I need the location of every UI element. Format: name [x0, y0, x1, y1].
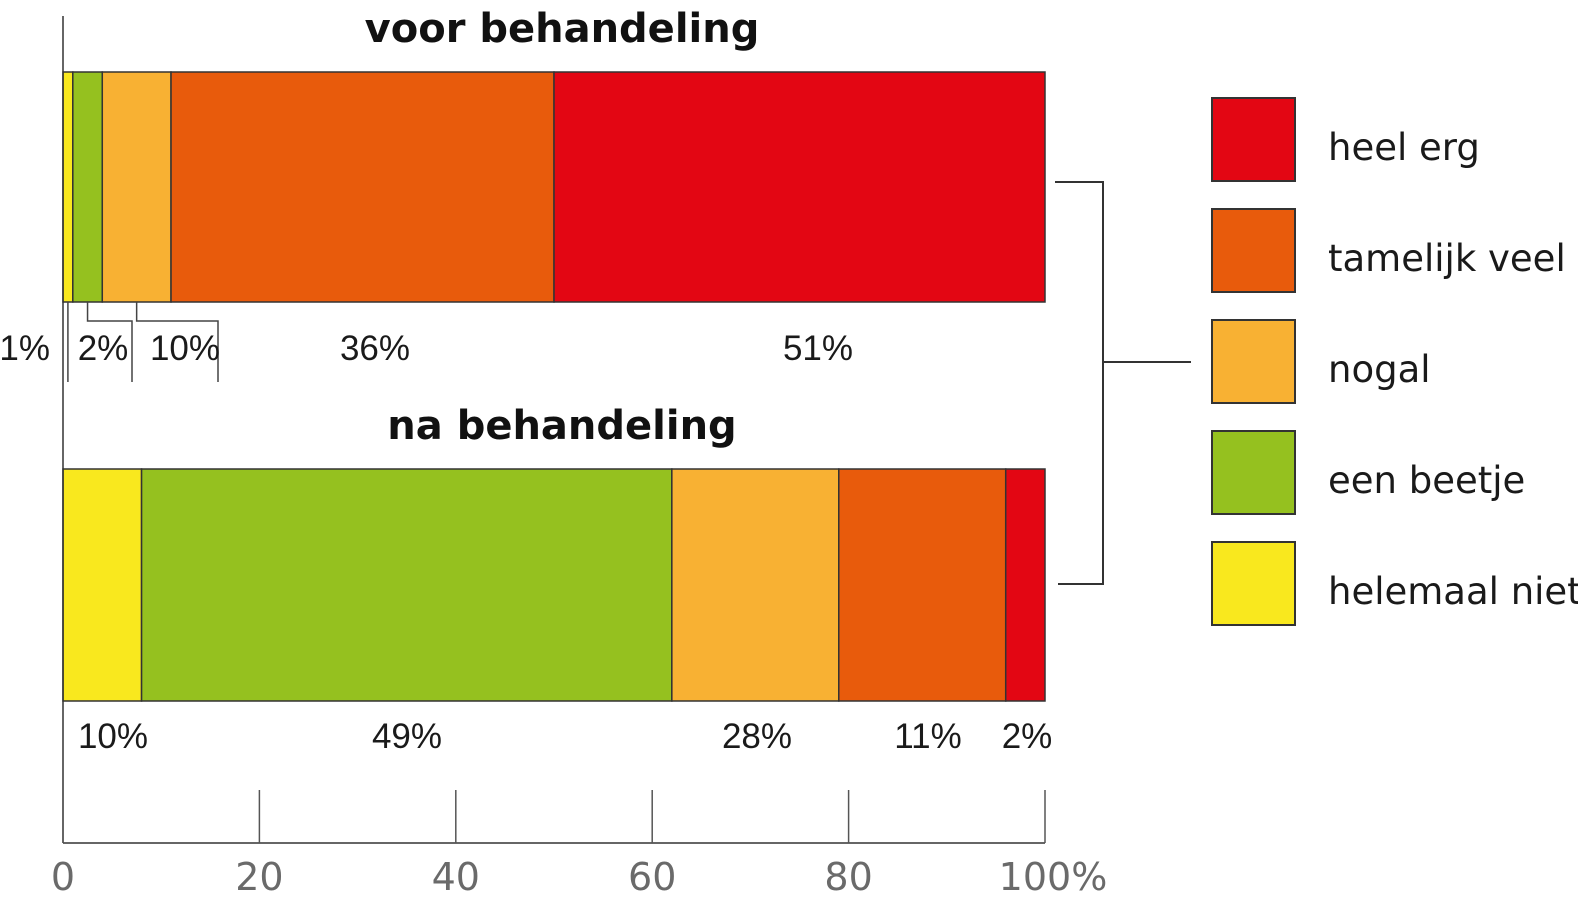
- bar-segment-voor-5: [553, 71, 1046, 303]
- bar-segment-voor-3: [101, 71, 172, 303]
- legend-label-5: helemaal niet: [1328, 570, 1578, 613]
- bar-segment-voor-4: [170, 71, 555, 303]
- x-tick-label: 20: [235, 855, 283, 899]
- category-title-voor: voor behandeling: [365, 6, 760, 52]
- value-label-voor-4: 36%: [340, 329, 410, 368]
- category-title-na: na behandeling: [387, 403, 736, 449]
- value-label-voor-5: 51%: [783, 329, 853, 368]
- x-tick-label: 0: [51, 855, 75, 899]
- legend-swatch-1: [1211, 97, 1296, 182]
- bar-segment-na-2: [140, 468, 673, 702]
- bar-segment-na-3: [671, 468, 840, 702]
- value-label-na-2: 49%: [372, 717, 442, 756]
- legend-swatch-3: [1211, 319, 1296, 404]
- bar-segment-na-4: [838, 468, 1007, 702]
- label-leader-lines: [67, 302, 219, 382]
- legend-label-2: tamelijk veel: [1328, 237, 1566, 280]
- bar-segment-na-1: [62, 468, 143, 702]
- legend-bracket: [1055, 181, 1191, 585]
- value-label-na-3: 28%: [722, 717, 792, 756]
- x-tick-label: 40: [432, 855, 480, 899]
- legend-label-4: een beetje: [1328, 459, 1525, 502]
- legend-label-1: heel erg: [1328, 126, 1480, 169]
- value-label-na-4: 11%: [894, 717, 961, 756]
- value-label-voor-1: 1%: [0, 329, 50, 368]
- value-label-na-5: 2%: [1002, 717, 1053, 756]
- legend-swatch-5: [1211, 541, 1296, 626]
- bar-segment-na-5: [1004, 468, 1046, 702]
- legend-label-3: nogal: [1328, 348, 1431, 391]
- legend-swatch-4: [1211, 430, 1296, 515]
- x-tick-label: 80: [824, 855, 872, 899]
- value-label-voor-2: 2%: [78, 329, 129, 368]
- value-label-na-1: 10%: [78, 717, 148, 756]
- x-tick-label: 60: [628, 855, 676, 899]
- value-label-voor-3: 10%: [150, 329, 220, 368]
- bar-segment-voor-2: [72, 71, 104, 303]
- bar-segment-voor-1: [62, 71, 74, 303]
- x-tick-label: 100%: [999, 855, 1108, 899]
- legend-swatch-2: [1211, 208, 1296, 293]
